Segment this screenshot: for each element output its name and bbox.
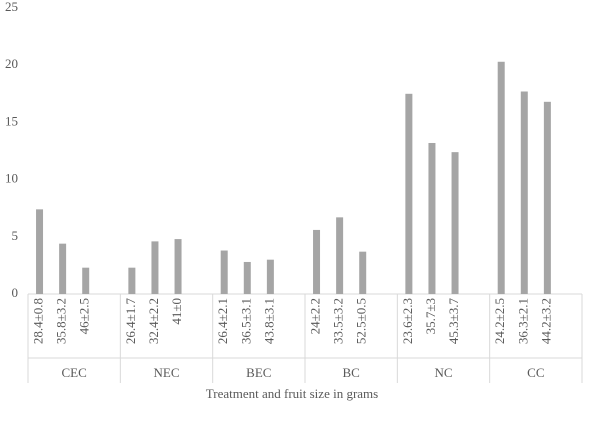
x-tick-label: 28.4±0.8 xyxy=(31,298,46,344)
x-tick-label: 45.3±3.7 xyxy=(446,298,461,345)
bar xyxy=(82,267,90,294)
y-tick-label: 25 xyxy=(5,0,18,14)
bar xyxy=(128,267,136,294)
bar xyxy=(428,142,436,294)
bar xyxy=(405,93,413,294)
x-tick-label: 35.7±3 xyxy=(423,298,438,334)
x-tick-label: 26.4±1.7 xyxy=(123,298,138,345)
x-tick-label: 35.8±3.2 xyxy=(54,298,69,344)
x-tick-label: 41±0 xyxy=(169,298,184,325)
y-tick-label: 15 xyxy=(5,113,18,128)
bar xyxy=(359,251,367,294)
bar xyxy=(543,101,551,294)
y-tick-label: 0 xyxy=(12,285,19,300)
bar xyxy=(266,259,274,294)
x-tick-label: 32.4±2.2 xyxy=(146,298,161,344)
group-label: CEC xyxy=(62,365,87,380)
x-tick-label: 24±2.2 xyxy=(308,298,323,334)
group-label: BEC xyxy=(246,365,271,380)
bar xyxy=(174,239,182,294)
y-tick-label: 20 xyxy=(5,56,18,71)
x-tick-label: 26.4±2.1 xyxy=(215,298,230,344)
x-tick-label: 23.6±2.3 xyxy=(400,298,415,344)
bar xyxy=(520,91,528,295)
bar xyxy=(451,152,459,294)
group-label: NC xyxy=(434,365,452,380)
x-tick-label: 43.8±3.1 xyxy=(261,298,276,344)
x-tick-label: 46±2.5 xyxy=(77,298,92,334)
group-label: CC xyxy=(527,365,544,380)
x-tick-label: 36.3±2.1 xyxy=(515,298,530,344)
bar xyxy=(313,229,321,294)
group-label: BC xyxy=(342,365,359,380)
x-tick-label: 52.5±0.5 xyxy=(354,298,369,344)
x-tick-label: 44.2±3.2 xyxy=(538,298,553,344)
bar xyxy=(36,209,44,294)
bar xyxy=(243,261,251,294)
group-label: NEC xyxy=(154,365,180,380)
x-tick-label: 24.2±2.5 xyxy=(492,298,507,344)
x-tick-label: 33.5±3.2 xyxy=(331,298,346,344)
y-tick-label: 5 xyxy=(12,228,19,243)
x-tick-label: 36.5±3.1 xyxy=(238,298,253,344)
bar xyxy=(336,217,344,294)
bar xyxy=(497,61,505,294)
bar xyxy=(220,250,228,294)
y-tick-label: 10 xyxy=(5,171,18,186)
bar xyxy=(151,241,159,294)
x-axis-title: Treatment and fruit size in grams xyxy=(206,386,378,401)
bar xyxy=(59,243,67,294)
